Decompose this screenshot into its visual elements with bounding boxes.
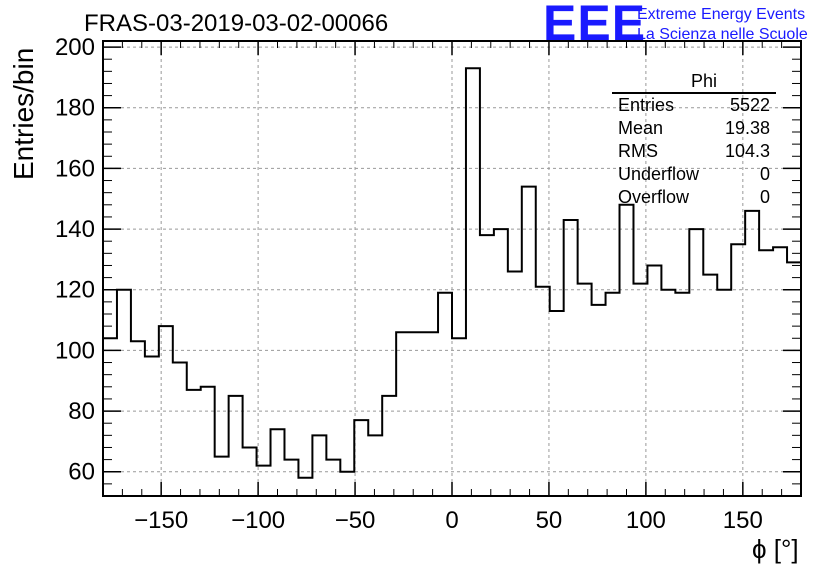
histogram-bin: [731, 244, 745, 496]
logo-line-2: La Scienza nelle Scuole: [637, 26, 808, 43]
stats-row-rms: RMS 104.3: [612, 140, 776, 163]
stats-row-entries: Entries 5522: [612, 94, 776, 117]
stats-value: 0: [759, 164, 770, 184]
histogram-bin: [271, 429, 285, 496]
histogram-bin: [159, 326, 173, 496]
histogram-bin: [466, 68, 480, 496]
histogram-bin: [326, 460, 340, 496]
y-tick-label: 180: [55, 95, 95, 122]
histogram-bin: [215, 457, 229, 496]
histogram-bin: [773, 247, 787, 496]
histogram-bin: [229, 396, 243, 496]
stats-row-mean: Mean 19.38: [612, 117, 776, 140]
histogram-bin: [298, 478, 312, 496]
histogram-bin: [620, 205, 634, 496]
tick-labels: −150 −100 −50 0 50 100 150 60 80 100 120 140 160 180 2…: [55, 34, 763, 534]
histogram-bin: [703, 275, 717, 496]
stats-label: Mean: [618, 118, 664, 138]
stats-value: 5522: [729, 95, 770, 115]
histogram-bin: [257, 466, 271, 496]
x-tick-label: 100: [626, 507, 666, 534]
histogram-bin: [717, 290, 731, 496]
y-tick-label: 200: [55, 34, 95, 61]
stats-title: Phi: [612, 70, 776, 94]
axis-ticks: [103, 41, 801, 496]
histogram-bin: [201, 387, 215, 496]
y-axis-label: Entries/bin: [8, 47, 39, 180]
histogram-line: [103, 65, 802, 479]
histogram-bin: [592, 305, 606, 496]
stats-label: Entries: [618, 95, 675, 115]
chart-title: FRAS-03-2019-03-02-00066: [84, 10, 389, 37]
y-tick-label: 60: [68, 459, 95, 486]
histogram-bin: [480, 235, 494, 496]
histogram-bin: [564, 220, 578, 496]
x-tick-label: −100: [231, 507, 285, 534]
histogram-bin: [550, 311, 564, 496]
y-tick-label: 160: [55, 155, 95, 182]
eee-logo: EEE: [543, 0, 647, 51]
y-tick-label: 100: [55, 337, 95, 364]
histogram-bin: [759, 250, 773, 496]
stats-row-overflow: Overflow 0: [612, 186, 776, 209]
x-tick-label: −50: [335, 507, 376, 534]
histogram-bin: [606, 293, 620, 496]
histogram-bin: [647, 265, 661, 496]
y-tick-label: 80: [68, 398, 95, 425]
stats-row-underflow: Underflow 0: [612, 163, 776, 186]
histogram-bin: [661, 290, 675, 496]
stats-label: Underflow: [618, 164, 700, 184]
histogram-bin: [284, 460, 298, 496]
histogram-bin: [689, 229, 703, 496]
histogram-bin: [340, 472, 354, 496]
stats-label: Overflow: [618, 187, 690, 207]
plot-frame: [102, 40, 802, 497]
stats-value: 104.3: [724, 141, 770, 161]
histogram-bin: [382, 396, 396, 496]
histogram-bin: [536, 287, 550, 496]
histogram-bin: [745, 211, 759, 496]
histogram-bin: [145, 356, 159, 496]
x-tick-label: 150: [723, 507, 763, 534]
y-tick-label: 120: [55, 277, 95, 304]
stats-label: RMS: [618, 141, 658, 161]
histogram-bin: [312, 435, 326, 496]
histogram-bin: [633, 284, 647, 496]
stats-value: 19.38: [724, 118, 770, 138]
x-tick-label: 0: [445, 507, 458, 534]
histogram-bin: [424, 332, 438, 496]
histogram-bin: [787, 262, 801, 496]
histogram-bin: [103, 338, 117, 496]
histogram-bin: [508, 272, 522, 496]
logo-line-1: Extreme Energy Events: [637, 6, 806, 23]
histogram-bin: [131, 341, 145, 496]
histogram-bin: [117, 290, 131, 496]
x-tick-label: 50: [536, 507, 563, 534]
x-axis-label: ϕ [°]: [752, 534, 799, 564]
histogram-bin: [243, 447, 257, 496]
histogram-bin: [675, 293, 689, 496]
histogram-bin: [354, 420, 368, 496]
histogram-bin: [410, 332, 424, 496]
histogram-bin: [187, 390, 201, 496]
stats-value: 0: [759, 187, 770, 207]
histogram-bin: [494, 229, 508, 496]
histogram-bin: [522, 187, 536, 496]
histogram-bin: [438, 293, 452, 496]
histogram-bin: [368, 435, 382, 496]
histogram-bin: [452, 338, 466, 496]
y-tick-label: 140: [55, 216, 95, 243]
histogram-bin: [396, 332, 410, 496]
stats-box: Phi Entries 5522 Mean 19.38 RMS 104.3 Un…: [612, 70, 776, 209]
histogram-bin: [173, 363, 187, 496]
histogram-bin: [578, 284, 592, 496]
x-tick-label: −150: [134, 507, 188, 534]
